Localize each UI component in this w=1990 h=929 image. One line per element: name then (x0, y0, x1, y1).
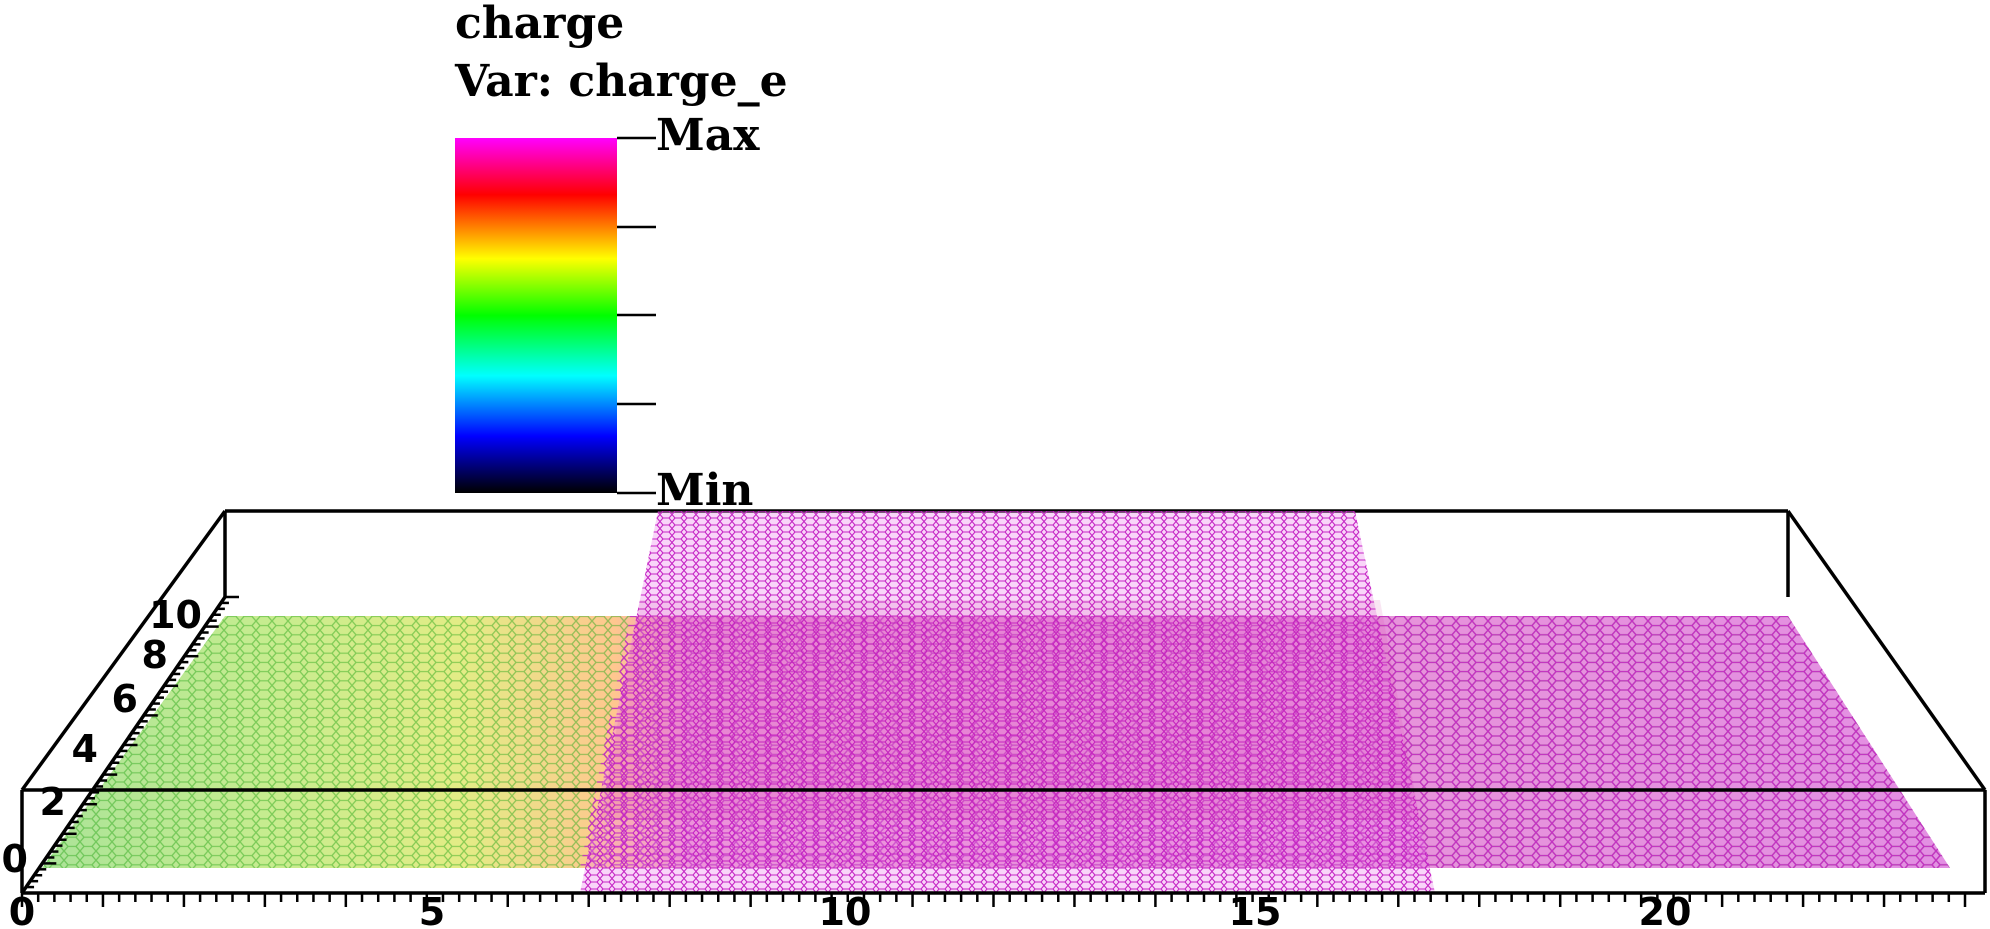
x-tick-label: 20 (1639, 890, 1692, 929)
upper-sheet (580, 511, 1435, 893)
y-tick-label: 10 (149, 593, 202, 637)
y-tick-label: 6 (112, 677, 138, 721)
y-tick-label: 8 (142, 633, 168, 677)
variable-label: Var: charge_e (454, 56, 788, 107)
y-tick-label: 4 (72, 727, 98, 771)
colorbar-legend: Max Min (455, 110, 760, 516)
colorbar-gradient (455, 138, 617, 493)
x-axis: 0 5 10 15 20 (9, 890, 1967, 929)
y-tick-label: 0 (2, 837, 28, 881)
colorbar-max-label: Max (656, 110, 760, 161)
x-tick-label: 10 (819, 890, 872, 929)
colorbar-min-label: Min (656, 465, 753, 516)
y-axis: 0 2 4 6 8 10 (2, 593, 239, 895)
x-tick-label: 5 (419, 890, 445, 929)
y-tick-label: 2 (40, 780, 66, 824)
plot-title: charge (455, 0, 624, 49)
